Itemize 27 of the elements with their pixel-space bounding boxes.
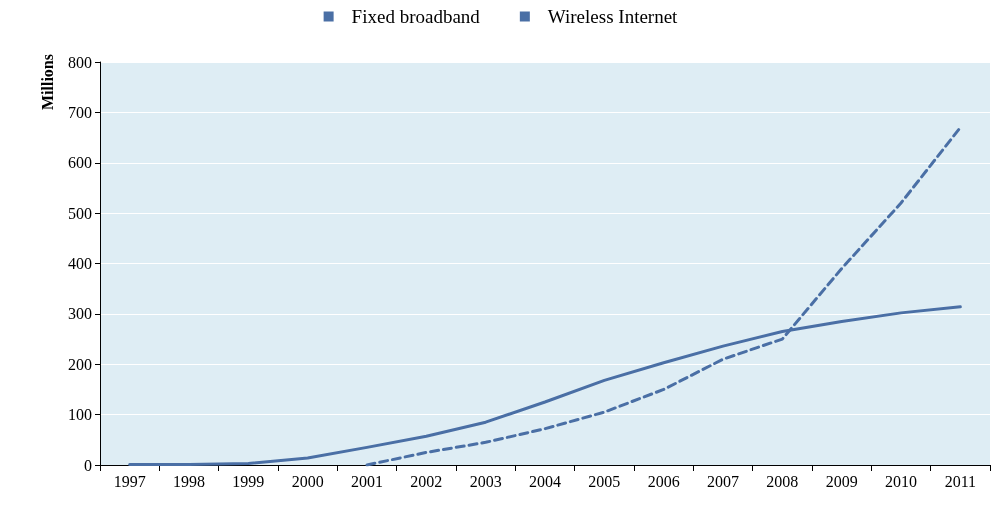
x-tick-label: 2004 bbox=[529, 472, 561, 490]
legend-label: Wireless Internet bbox=[547, 6, 679, 27]
y-tick-label: 300 bbox=[68, 305, 92, 323]
x-tick-label: 2011 bbox=[944, 472, 977, 490]
y-tick-label: 600 bbox=[68, 154, 92, 172]
y-axis-title: Millions bbox=[38, 54, 56, 111]
y-tick-label: 500 bbox=[68, 204, 92, 222]
y-tick-label: 200 bbox=[68, 355, 92, 373]
x-tick-label: 2001 bbox=[351, 472, 383, 490]
x-tick-label: 2002 bbox=[410, 472, 443, 490]
y-tick-label: 800 bbox=[68, 53, 92, 71]
y-tick-label: 400 bbox=[68, 255, 92, 272]
y-tick-label: 0 bbox=[84, 456, 92, 474]
y-tick-label: 700 bbox=[68, 103, 92, 121]
x-tick-label: 1999 bbox=[232, 472, 265, 490]
x-tick-label: 2008 bbox=[766, 472, 799, 490]
x-tick-label: 2007 bbox=[707, 472, 739, 490]
x-tick-label: 2006 bbox=[647, 472, 680, 490]
legend-label: Fixed broadband bbox=[351, 6, 481, 27]
x-tick-label: 1997 bbox=[113, 472, 146, 490]
x-tick-label: 2005 bbox=[588, 472, 621, 490]
x-tick-label: 2003 bbox=[469, 472, 502, 490]
x-tick-label: 2009 bbox=[825, 472, 858, 490]
x-tick-label: 1998 bbox=[173, 472, 205, 490]
y-tick-label: 100 bbox=[68, 406, 92, 424]
x-tick-label: 2000 bbox=[291, 472, 324, 490]
x-tick-label: 2010 bbox=[885, 472, 917, 490]
